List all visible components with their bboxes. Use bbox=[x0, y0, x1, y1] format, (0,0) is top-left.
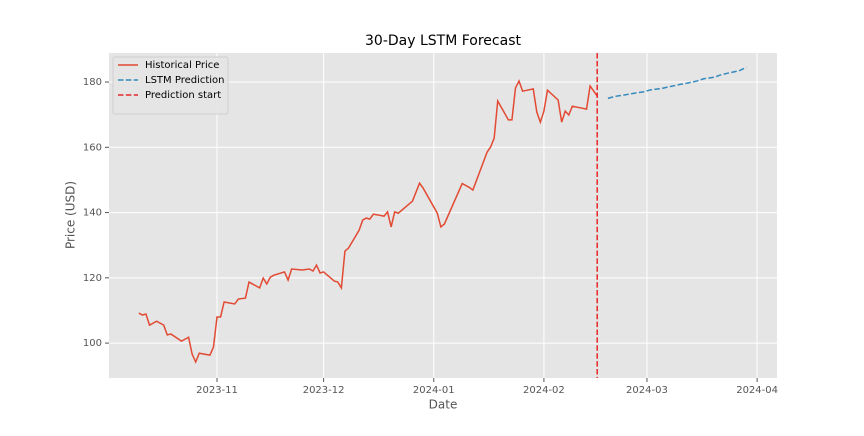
y-tick-label: 140 bbox=[83, 208, 102, 219]
y-tick-label: 180 bbox=[83, 77, 102, 88]
x-tick-label: 2024-02 bbox=[523, 385, 565, 396]
y-tick-label: 160 bbox=[83, 142, 102, 153]
marks bbox=[138, 53, 747, 378]
legend-box bbox=[112, 56, 229, 115]
x-tick-label: 2023-12 bbox=[303, 385, 345, 396]
series-line bbox=[607, 66, 747, 100]
legend-label: Prediction start bbox=[145, 90, 221, 101]
x-tick-label: 2024-01 bbox=[413, 385, 455, 396]
x-tick-label: 2023-11 bbox=[196, 385, 238, 396]
x-tick-label: 2024-03 bbox=[626, 385, 668, 396]
x-axis-label: Date bbox=[429, 398, 458, 412]
y-tick-label: 100 bbox=[83, 338, 102, 349]
chart-title: 30-Day LSTM Forecast bbox=[365, 33, 521, 49]
series-line bbox=[138, 79, 598, 364]
x-tick-label: 2024-04 bbox=[736, 385, 778, 396]
y-axis-label: Price (USD) bbox=[64, 181, 78, 249]
y-tick-label: 120 bbox=[83, 273, 102, 284]
legend-label: Historical Price bbox=[145, 60, 219, 71]
legend: Historical Price LSTM Prediction Predictio… bbox=[112, 56, 229, 115]
legend-label: LSTM Prediction bbox=[145, 75, 225, 86]
